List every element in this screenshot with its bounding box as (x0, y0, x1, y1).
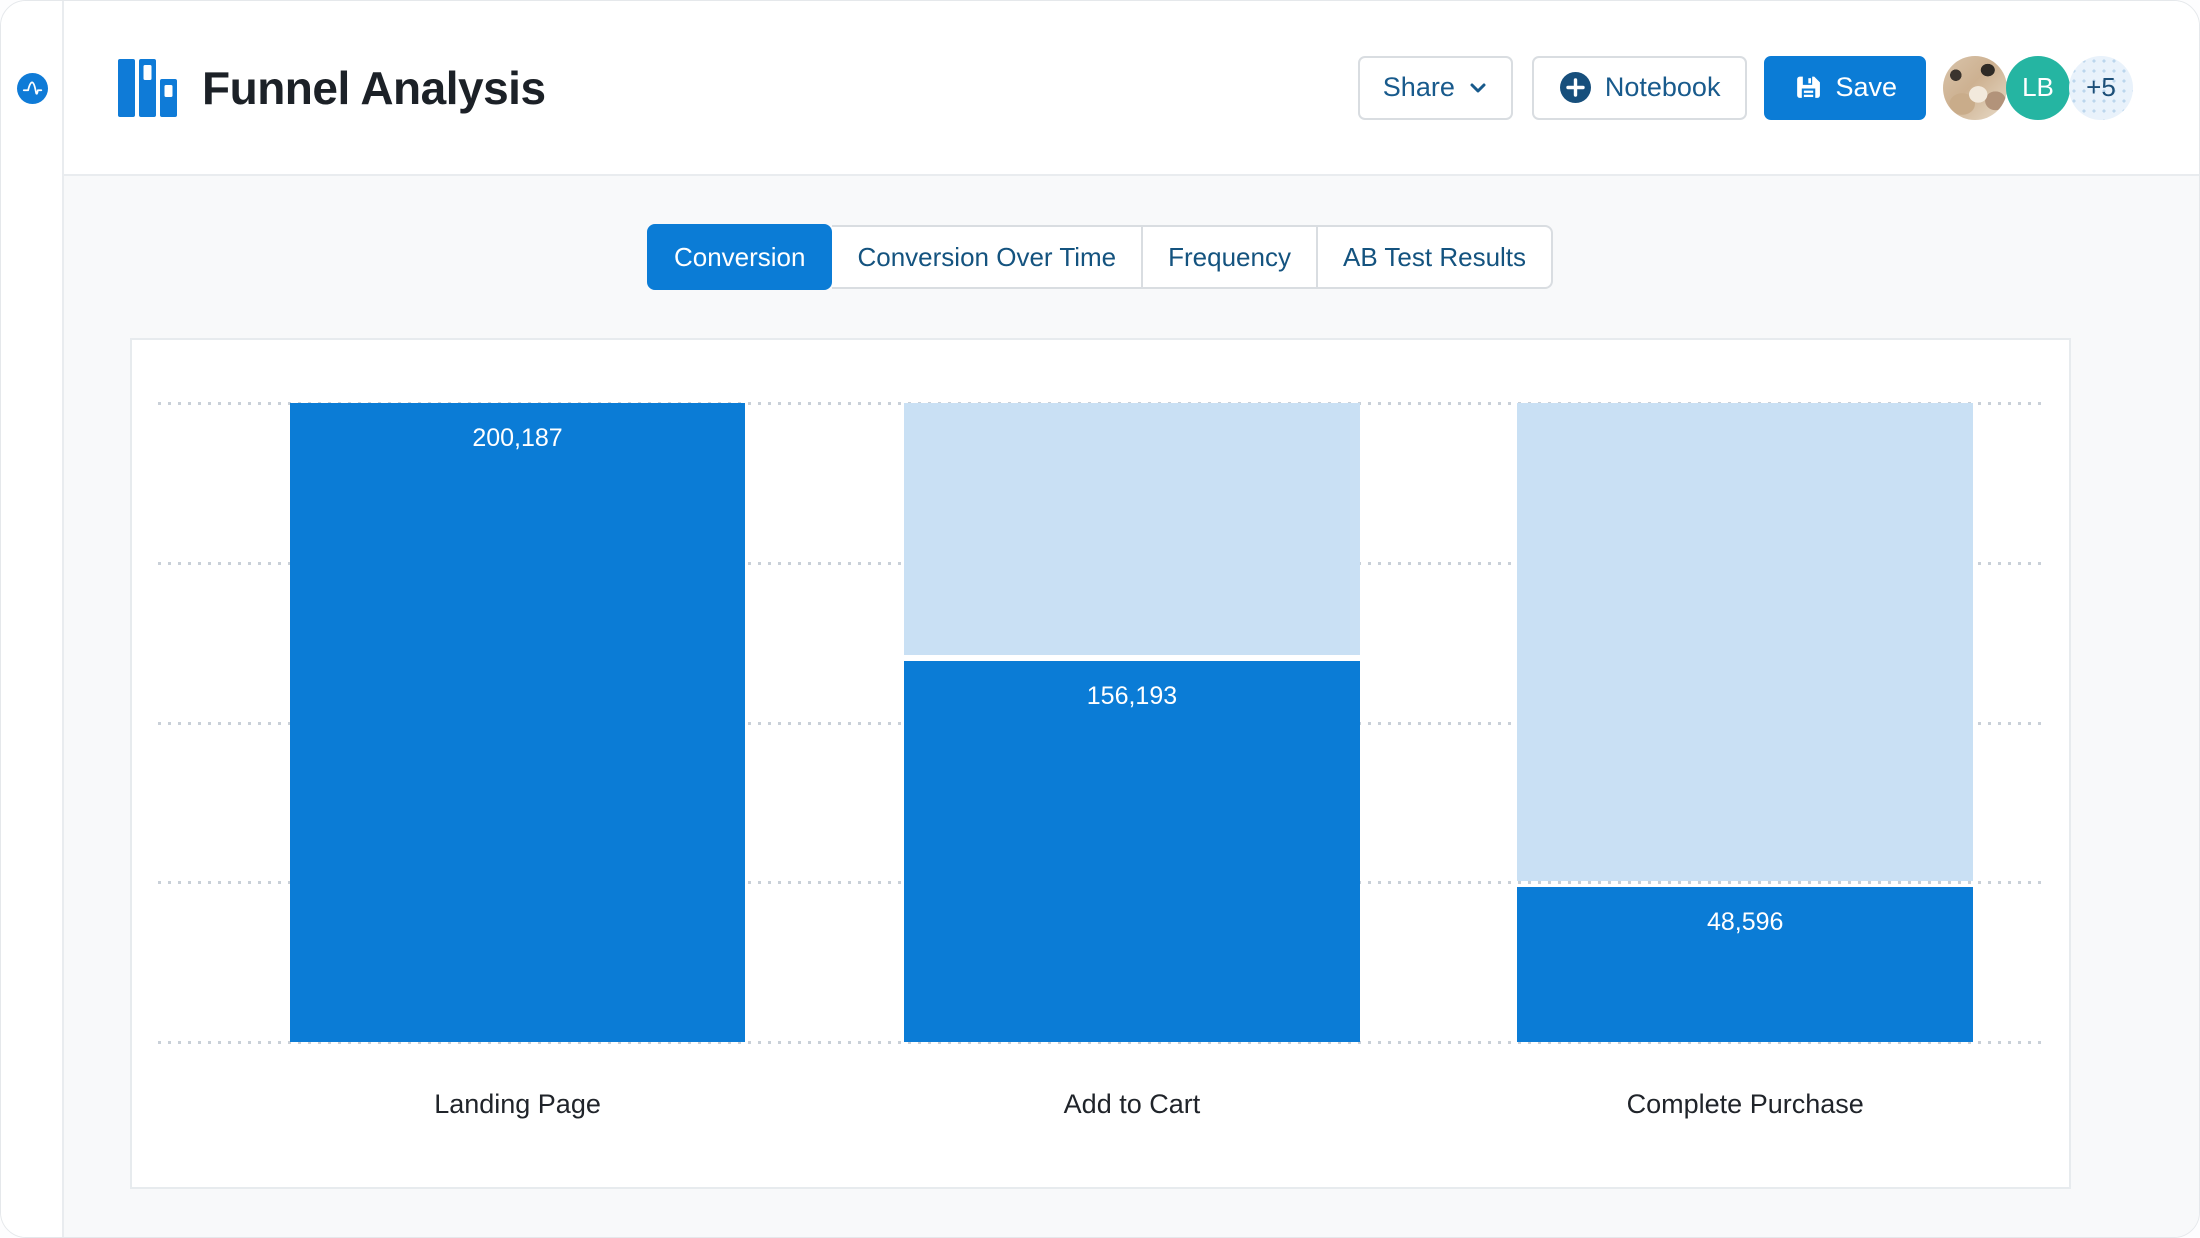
user-initials-avatar[interactable]: LB (2006, 55, 2070, 120)
header-actions: Share Notebook (1357, 55, 2133, 120)
funnel-category-label: Landing Page (434, 1089, 601, 1119)
funnel-plot: 200,187 156,193 48,596 (132, 402, 2069, 1044)
tab-ab-test-results[interactable]: AB Test Results (1317, 225, 1554, 289)
funnel-bar-converted[interactable]: 156,193 (904, 661, 1360, 1042)
header: Funnel Analysis Share Notebook (64, 1, 2199, 176)
funnel-column: 200,187 (289, 403, 746, 1042)
page-title: Funnel Analysis (202, 61, 546, 114)
funnel-chart-panel: 200,187 156,193 48,596 Landing Page Add to … (130, 338, 2071, 1189)
funnel-value-label: 156,193 (1086, 682, 1178, 711)
funnel-category-label: Complete Purchase (1626, 1089, 1864, 1119)
funnel-bar-dropoff[interactable] (1517, 403, 1974, 882)
chevron-down-icon (1470, 83, 1486, 92)
user-photo-avatar[interactable] (1943, 55, 2007, 120)
save-button-label: Save (1835, 72, 1897, 102)
tab-conversion-over-time[interactable]: Conversion Over Time (832, 225, 1144, 289)
funnel-bar-converted[interactable]: 48,596 (1517, 887, 1974, 1042)
main-area: Funnel Analysis Share Notebook (64, 1, 2199, 1237)
funnel-bar-dropoff[interactable] (904, 403, 1360, 656)
tab-frequency[interactable]: Frequency (1143, 225, 1318, 289)
funnel-bar-converted[interactable]: 200,187 (289, 403, 746, 1042)
amplitude-logo-icon[interactable] (17, 73, 48, 104)
save-floppy-icon (1797, 76, 1821, 98)
title-group: Funnel Analysis (118, 58, 546, 117)
funnel-column: 48,596 (1517, 403, 1974, 1042)
notebook-button-label: Notebook (1604, 72, 1721, 102)
tab-group: Conversion Conversion Over Time Frequenc… (646, 224, 1554, 290)
plus-circle-icon (1559, 72, 1591, 103)
notebook-button[interactable]: Notebook (1531, 55, 1748, 120)
funnel-column: 156,193 (904, 403, 1360, 1042)
tab-conversion[interactable]: Conversion (646, 224, 833, 290)
avatar-group: LB +5 (1943, 55, 2133, 120)
funnel-chart-icon (118, 58, 177, 117)
gridline (158, 1041, 2043, 1044)
share-button-label: Share (1382, 72, 1455, 102)
share-button[interactable]: Share (1357, 55, 1513, 120)
tabs-row: Conversion Conversion Over Time Frequenc… (130, 224, 2071, 290)
save-button[interactable]: Save (1764, 55, 1926, 120)
avatar-overflow-count[interactable]: +5 (2069, 55, 2133, 120)
funnel-value-label: 48,596 (1706, 908, 1784, 937)
left-rail (1, 1, 64, 1237)
funnel-value-label: 200,187 (472, 424, 563, 452)
content-area: Conversion Conversion Over Time Frequenc… (64, 176, 2199, 1237)
sine-wave-glyph (22, 81, 43, 95)
funnel-category-label: Add to Cart (1063, 1089, 1201, 1119)
